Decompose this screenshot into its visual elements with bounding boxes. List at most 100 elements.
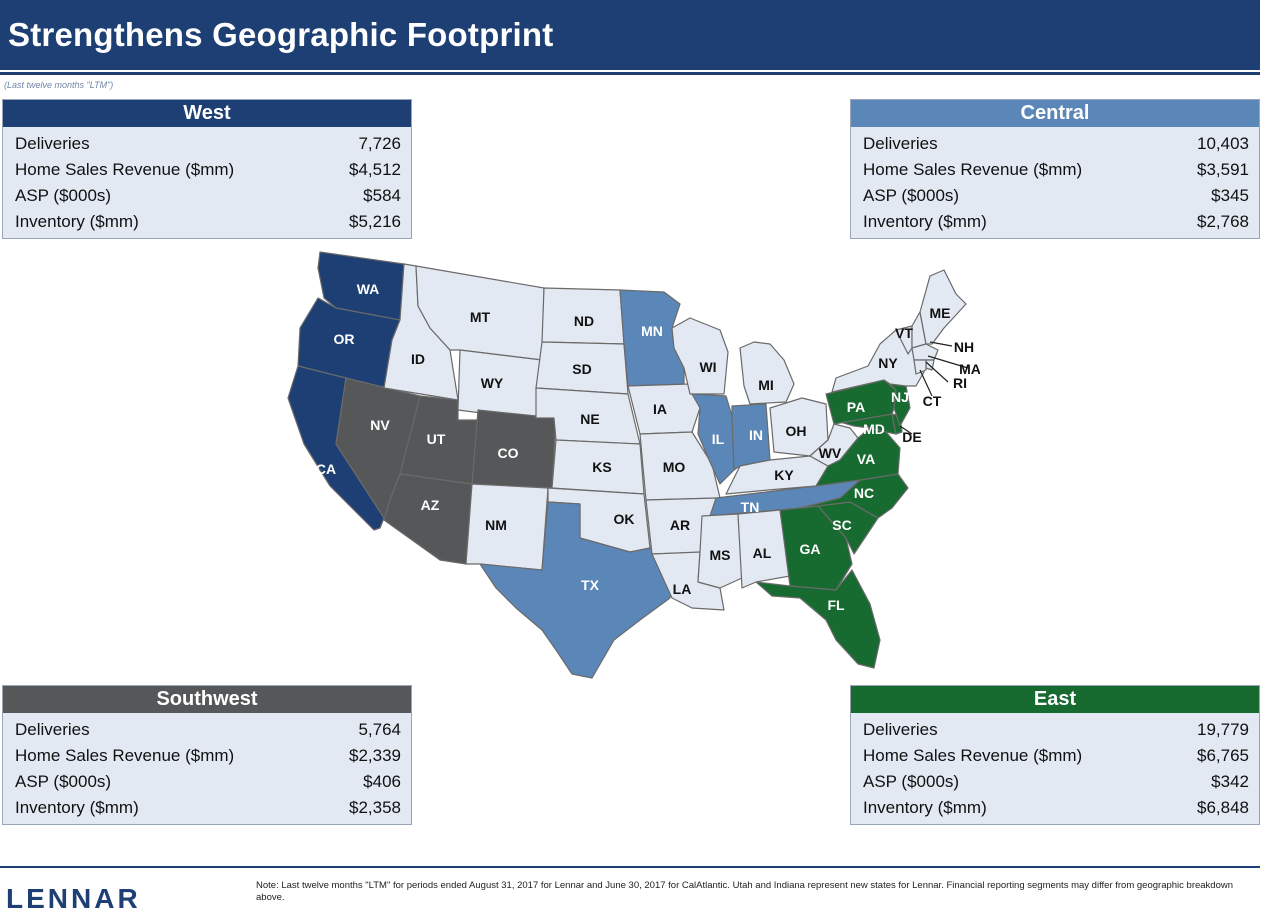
state-label-ky: KY [774, 467, 794, 483]
row-label: ASP ($000s) [863, 186, 960, 205]
state-label-ia: IA [653, 401, 667, 417]
state-label-ms: MS [710, 547, 731, 563]
state-label-ri: RI [953, 375, 967, 391]
state-label-or: OR [334, 331, 355, 347]
state-label-la: LA [673, 581, 692, 597]
row-inventory: Inventory ($mm) $5,216 [3, 209, 411, 235]
row-label: Inventory ($mm) [15, 798, 139, 817]
state-label-ma: MA [959, 361, 980, 377]
panel-west: West Deliveries 7,726 Home Sales Revenue … [2, 99, 412, 239]
label-leader-lines [899, 341, 969, 435]
row-deliveries: Deliveries 5,764 [3, 717, 411, 743]
state-ia [627, 383, 701, 435]
state-mi [739, 341, 795, 405]
state-label-ga: GA [800, 541, 821, 557]
state-label-sd: SD [572, 361, 591, 377]
state-tx [479, 501, 673, 679]
state-label-al: AL [753, 545, 772, 561]
row-asp: ASP ($000s) $342 [851, 769, 1259, 795]
state-label-va: VA [857, 451, 875, 467]
state-label-fl: FL [827, 597, 845, 613]
state-label-mt: MT [470, 309, 491, 325]
panel-southwest-title: Southwest [3, 686, 411, 713]
state-label-co: CO [498, 445, 519, 461]
page-title: Strengthens Geographic Footprint [8, 16, 554, 53]
state-nc [799, 473, 909, 519]
state-ct [913, 359, 927, 375]
row-label: Deliveries [863, 134, 938, 153]
panel-southwest: Southwest Deliveries 5,764 Home Sales Rev… [2, 685, 412, 825]
row-home-sales-revenue: Home Sales Revenue ($mm) $6,765 [851, 743, 1259, 769]
row-label: Deliveries [863, 720, 938, 739]
ltm-subtitle: (Last twelve months "LTM") [4, 80, 114, 90]
state-label-nm: NM [485, 517, 507, 533]
lennar-logo: LENNAR [6, 883, 141, 914]
state-label-md: MD [863, 421, 885, 437]
state-label-wy: WY [481, 375, 504, 391]
row-value: 10,403 [1197, 134, 1249, 153]
state-fl [755, 569, 881, 669]
state-al [737, 509, 791, 589]
footnote: Note: Last twelve months "LTM" for perio… [256, 880, 1234, 903]
state-label-nc: NC [854, 485, 874, 501]
state-me [919, 269, 967, 345]
row-value: $2,339 [349, 746, 401, 765]
state-label-sc: SC [832, 517, 851, 533]
row-value: $345 [1211, 186, 1249, 205]
row-deliveries: Deliveries 10,403 [851, 131, 1259, 157]
row-label: Home Sales Revenue ($mm) [863, 160, 1083, 179]
row-label: Deliveries [15, 720, 90, 739]
row-value: $5,216 [349, 212, 401, 231]
row-value: $2,358 [349, 798, 401, 817]
state-label-pa: PA [847, 399, 865, 415]
row-deliveries: Deliveries 19,779 [851, 717, 1259, 743]
state-ny [831, 327, 925, 393]
state-az [383, 473, 473, 565]
footer-divider [0, 866, 1260, 868]
state-label-ks: KS [592, 459, 611, 475]
state-nm [465, 483, 549, 571]
state-label-nj: NJ [891, 389, 909, 405]
row-label: Deliveries [15, 134, 90, 153]
panel-east: East Deliveries 19,779 Home Sales Revenue… [850, 685, 1260, 825]
row-label: ASP ($000s) [15, 186, 112, 205]
state-ma [911, 343, 939, 361]
state-label-in: IN [749, 427, 763, 443]
state-wi [671, 317, 729, 395]
row-label: ASP ($000s) [15, 772, 112, 791]
state-label-id: ID [411, 351, 425, 367]
panel-west-title: West [3, 100, 411, 127]
state-label-nd: ND [574, 313, 594, 329]
state-il [691, 393, 735, 485]
state-label-ar: AR [670, 517, 690, 533]
row-asp: ASP ($000s) $406 [3, 769, 411, 795]
row-label: Home Sales Revenue ($mm) [15, 746, 235, 765]
state-label-vt: VT [895, 325, 913, 341]
state-label-ok: OK [614, 511, 635, 527]
us-map: WA OR CA NV UT AZ ID MT WY CO NM ND SD N… [287, 251, 980, 679]
row-value: $2,768 [1197, 212, 1249, 231]
row-inventory: Inventory ($mm) $6,848 [851, 795, 1259, 821]
state-label-il: IL [712, 431, 725, 447]
state-label-wa: WA [357, 281, 380, 297]
state-label-nv: NV [370, 417, 390, 433]
state-label-ny: NY [878, 355, 898, 371]
state-label-mi: MI [758, 377, 774, 393]
row-label: ASP ($000s) [863, 772, 960, 791]
row-home-sales-revenue: Home Sales Revenue ($mm) $4,512 [3, 157, 411, 183]
row-label: Home Sales Revenue ($mm) [863, 746, 1083, 765]
row-value: $6,765 [1197, 746, 1249, 765]
state-label-ct: CT [923, 393, 942, 409]
state-mo [639, 431, 721, 501]
state-label-tn: TN [741, 499, 760, 515]
row-inventory: Inventory ($mm) $2,358 [3, 795, 411, 821]
row-value: $342 [1211, 772, 1249, 791]
row-asp: ASP ($000s) $345 [851, 183, 1259, 209]
row-label: Home Sales Revenue ($mm) [15, 160, 235, 179]
state-label-oh: OH [786, 423, 807, 439]
row-label: Inventory ($mm) [863, 798, 987, 817]
panel-central: Central Deliveries 10,403 Home Sales Reve… [850, 99, 1260, 239]
header-divider [0, 72, 1260, 75]
panel-central-title: Central [851, 100, 1259, 127]
row-value: 5,764 [358, 720, 401, 739]
